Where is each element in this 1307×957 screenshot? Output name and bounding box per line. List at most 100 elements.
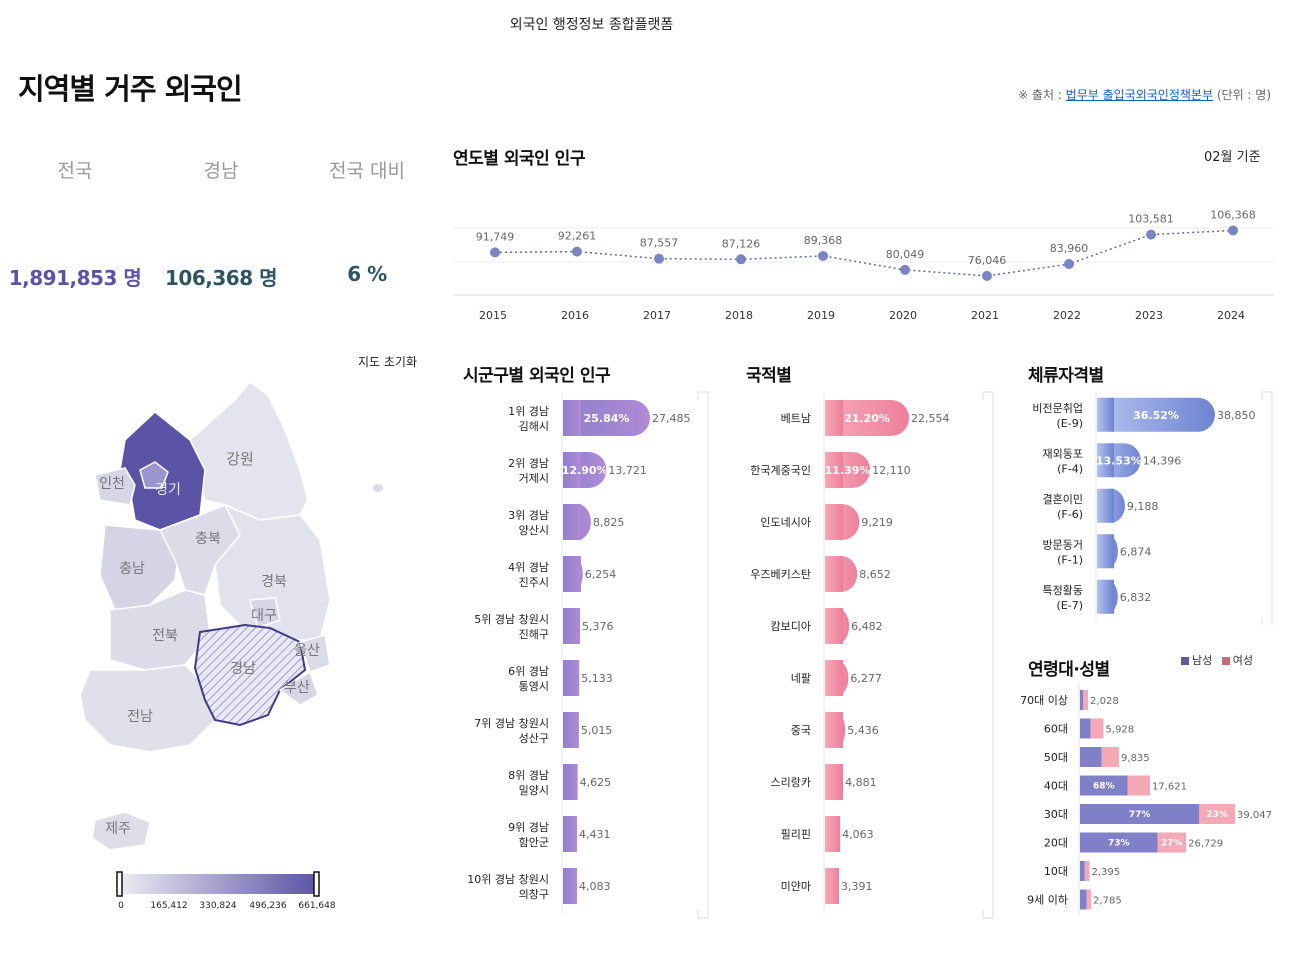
scale-left-handle[interactable]	[116, 871, 123, 897]
data-point[interactable]	[1228, 225, 1238, 236]
map-region-jeju[interactable]	[91, 811, 151, 851]
age-gender-chart-title: 연령대·성별	[1028, 660, 1110, 680]
map-region-ulsan[interactable]	[299, 634, 331, 673]
value-label: 4,625	[580, 776, 612, 789]
category-label: 의창구	[519, 888, 549, 901]
bar-base	[1097, 579, 1114, 614]
category-label: 3위 경남	[508, 509, 549, 522]
category-label: (F-6)	[1057, 508, 1083, 521]
map-reset-button[interactable]: 지도 초기화	[358, 355, 418, 369]
source-note: ※ 출처 : 법무부 출입국외국인정책본부 (단위 : 명)	[1018, 86, 1271, 103]
scale-tick: 330,824	[199, 901, 236, 911]
category-label: 6위 경남	[508, 665, 549, 678]
bar-base	[825, 608, 843, 644]
category-label: 한국계중국인	[750, 464, 811, 477]
category-label: 결혼이민	[1043, 493, 1083, 506]
data-point[interactable]	[1146, 229, 1156, 240]
female-bar[interactable]	[1086, 889, 1092, 910]
bar[interactable]	[825, 400, 909, 436]
female-bar[interactable]	[1084, 861, 1090, 881]
value-label: 4,083	[579, 880, 611, 893]
x-tick-label: 2022	[1053, 309, 1081, 322]
map-region-seoul[interactable]	[139, 461, 169, 489]
data-point[interactable]	[572, 246, 582, 257]
map-region-incheon[interactable]	[94, 467, 136, 506]
source-unit: (단위 : 명)	[1216, 88, 1271, 102]
category-label: 7위 경남 창원시	[474, 717, 549, 730]
map-region-gangwon[interactable]	[189, 380, 309, 521]
bar-base	[825, 712, 843, 748]
female-bar[interactable]	[1199, 804, 1235, 824]
bar[interactable]	[1097, 397, 1215, 432]
series-line	[494, 229, 1234, 277]
region-label: 경남	[203, 160, 239, 182]
female-bar[interactable]	[1083, 690, 1089, 710]
bar-base	[563, 452, 581, 488]
data-label: 87,557	[640, 237, 679, 250]
x-tick-label: 2020	[889, 309, 917, 322]
value-label: 9,188	[1127, 500, 1159, 513]
data-point[interactable]	[736, 254, 746, 265]
value-label: 22,554	[911, 412, 950, 425]
category-label: 베트남	[781, 412, 811, 425]
map-region-daegu[interactable]	[249, 597, 281, 629]
female-bar[interactable]	[1127, 775, 1150, 796]
bar-base	[825, 504, 843, 540]
site-title: 외국인 행정정보 종합플랫폼	[509, 17, 674, 33]
data-point[interactable]	[818, 250, 828, 261]
total-label: 2,028	[1090, 696, 1119, 707]
category-label: (F-4)	[1057, 462, 1083, 475]
scale-right-handle[interactable]	[313, 871, 320, 897]
female-bar[interactable]	[1157, 832, 1187, 853]
bar-base	[825, 764, 843, 800]
male-bar[interactable]	[1080, 775, 1128, 796]
bar-base	[825, 556, 843, 592]
category-label: 4위 경남	[508, 561, 549, 574]
scroll-frame	[1261, 391, 1273, 625]
value-label: 27,485	[652, 412, 691, 425]
map-region-busan[interactable]	[278, 670, 319, 706]
map-label-jeonnam: 전남	[127, 709, 153, 725]
category-label: 필리핀	[781, 828, 811, 841]
percent-label: 25.84%	[584, 412, 630, 425]
male-bar[interactable]	[1080, 861, 1085, 881]
male-bar[interactable]	[1080, 690, 1084, 710]
data-point[interactable]	[490, 247, 500, 258]
male-bar[interactable]	[1080, 747, 1102, 767]
data-point[interactable]	[1064, 259, 1074, 270]
category-label: 인도네시아	[760, 516, 811, 529]
value-label: 4,431	[579, 828, 611, 841]
source-link[interactable]: 법무부 출입국외국인정책본부	[1065, 88, 1214, 102]
category-label: 진주시	[519, 576, 549, 589]
female-bar[interactable]	[1090, 718, 1104, 739]
value-label: 4,063	[842, 828, 874, 841]
map-region-gyeongnam[interactable]	[193, 623, 307, 727]
data-point[interactable]	[654, 253, 664, 264]
scale-tick: 0	[118, 901, 124, 911]
map-region-jeonnam[interactable]	[79, 664, 216, 753]
value-label: 12,110	[872, 464, 911, 477]
map-label-jeju: 제주	[105, 821, 131, 837]
female-bar[interactable]	[1101, 747, 1120, 767]
data-label: 87,126	[722, 237, 761, 250]
male-bar[interactable]	[1080, 889, 1087, 910]
value-label: 3,391	[841, 880, 873, 893]
data-point[interactable]	[982, 270, 992, 281]
data-label: 103,581	[1128, 213, 1174, 226]
male-bar[interactable]	[1080, 832, 1158, 853]
bar-base	[825, 660, 843, 696]
value-label: 6,254	[585, 568, 617, 581]
category-label: 캄보디아	[771, 620, 811, 633]
x-tick-label: 2021	[971, 309, 999, 322]
male-bar[interactable]	[1080, 718, 1091, 739]
value-label: 6,482	[851, 620, 883, 633]
male-bar[interactable]	[1080, 804, 1200, 824]
category-label: 양산시	[519, 524, 549, 537]
bar[interactable]	[563, 400, 650, 436]
category-label: 밀양시	[519, 784, 549, 797]
percent-label: 13.53%	[1096, 454, 1142, 467]
ratio-value: 6 %	[347, 262, 387, 286]
nationality-chart-title: 국적별	[746, 366, 792, 386]
page-title: 지역별 거주 외국인	[18, 72, 243, 106]
data-point[interactable]	[900, 264, 910, 275]
